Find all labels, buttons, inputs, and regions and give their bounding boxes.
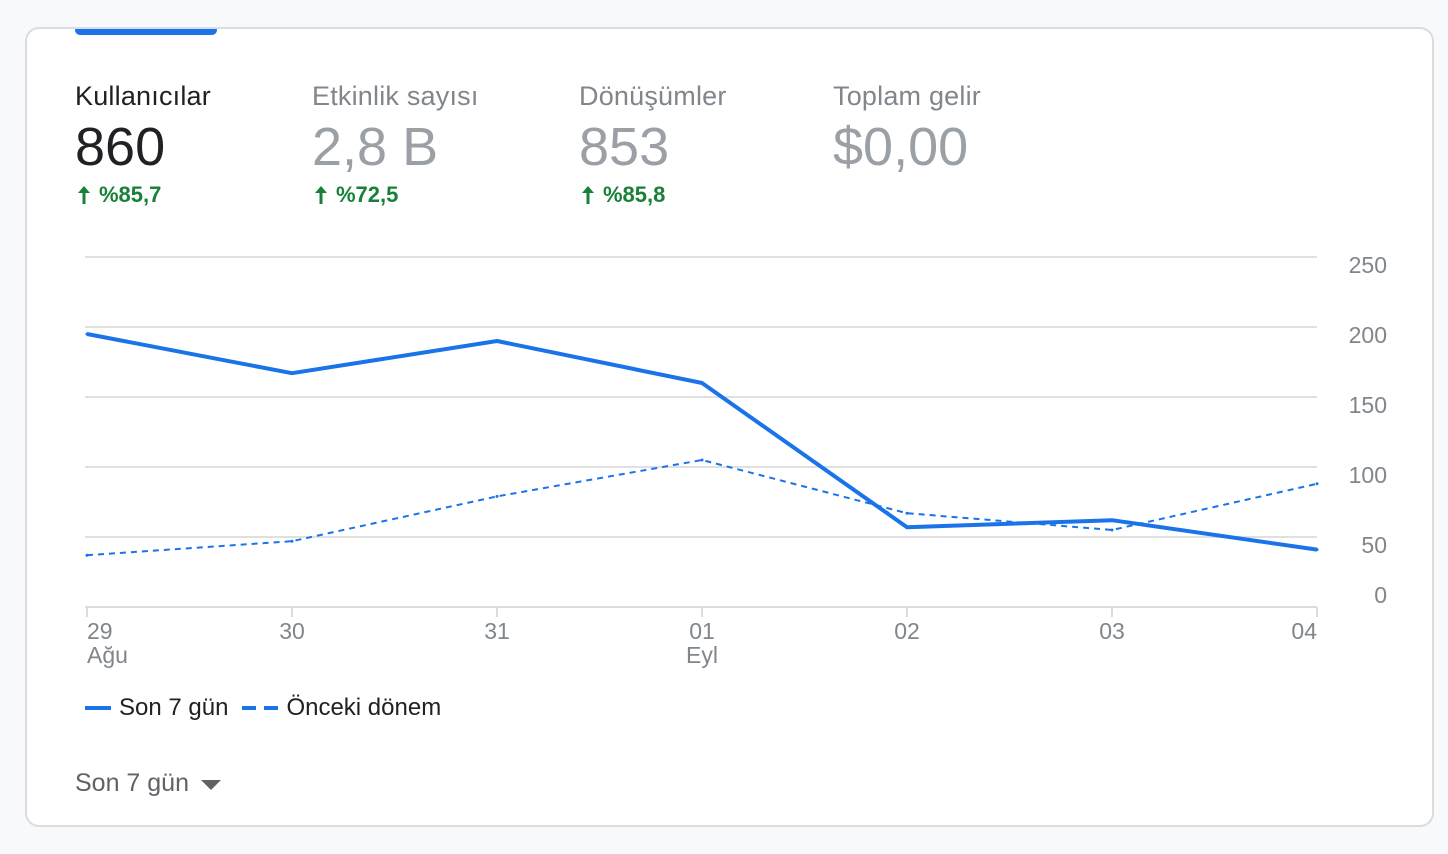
metric-value: 860: [75, 117, 166, 177]
metric-change: %85,8: [579, 182, 727, 208]
metric-value: $0,00: [833, 117, 969, 177]
data-point-previous: [905, 511, 909, 515]
metric-change-value: %85,8: [603, 182, 666, 207]
x-tick-label: 29: [87, 618, 113, 644]
y-tick-label: 200: [1349, 322, 1387, 348]
metric-label: Kullanıcılar: [75, 81, 211, 111]
data-point-previous: [290, 539, 294, 543]
active-tab-indicator: [75, 29, 217, 35]
x-tick-label: 31: [484, 618, 510, 644]
metric-tab-users[interactable]: Kullanıcılar 860 %85,7: [75, 81, 211, 208]
metric-tab-event-count[interactable]: Etkinlik sayısı 2,8 B %72,5: [312, 81, 479, 208]
data-point-current: [495, 339, 499, 343]
legend-item-previous: Önceki dönem: [242, 694, 441, 722]
x-tick-sublabel: Eyl: [686, 642, 718, 668]
data-point-current: [1315, 548, 1319, 552]
metric-label: Dönüşümler: [579, 81, 727, 111]
metric-tab-conversions[interactable]: Dönüşümler 853 %85,8: [579, 81, 727, 208]
arrow-up-icon: [582, 186, 594, 204]
date-range-dropdown[interactable]: Son 7 gün: [75, 769, 221, 798]
y-tick-label: 0: [1374, 582, 1387, 608]
data-point-previous: [1315, 482, 1319, 486]
data-point-previous: [495, 494, 499, 498]
x-tick-label: 02: [894, 618, 920, 644]
metric-change: %72,5: [312, 182, 479, 208]
metric-change: %85,7: [75, 182, 211, 208]
y-tick-label: 50: [1361, 532, 1387, 558]
date-range-label: Son 7 gün: [75, 769, 189, 797]
data-point-previous: [1110, 528, 1114, 532]
data-point-current: [905, 525, 909, 529]
y-tick-label: 100: [1349, 462, 1387, 488]
arrow-up-icon: [78, 186, 90, 204]
metric-change-value: %72,5: [336, 182, 399, 207]
legend-label-previous: Önceki dönem: [286, 694, 442, 721]
legend-solid-line: [85, 706, 111, 710]
y-tick-label: 150: [1349, 392, 1387, 418]
x-tick-sublabel: Ağu: [87, 642, 128, 668]
arrow-up-icon: [315, 186, 327, 204]
x-tick-label: 30: [279, 618, 305, 644]
data-point-previous: [700, 458, 704, 462]
x-tick-label: 04: [1291, 618, 1317, 644]
data-point-current: [700, 381, 704, 385]
caret-down-icon: [201, 779, 221, 790]
series-line-previous: [86, 459, 1318, 557]
users-overview-card: Kullanıcılar 860 %85,7 Etkinlik sayısı 2…: [25, 27, 1434, 827]
series-line-current: [86, 332, 1318, 552]
data-point-previous: [85, 553, 89, 557]
data-point-current: [290, 371, 294, 375]
x-tick-label: 03: [1099, 618, 1125, 644]
metric-label: Toplam gelir: [833, 81, 981, 111]
metric-value: 2,8 B: [312, 117, 439, 177]
data-point-current: [1110, 518, 1114, 522]
metric-label: Etkinlik sayısı: [312, 81, 479, 111]
y-tick-label: 250: [1349, 252, 1387, 278]
legend-label-current: Son 7 gün: [119, 694, 229, 721]
legend-item-current: Son 7 gün: [85, 694, 228, 722]
metric-value: 853: [579, 117, 670, 177]
metric-change-value: %85,7: [99, 182, 162, 207]
data-point-current: [85, 332, 89, 336]
x-tick-label: 01: [689, 618, 715, 644]
metric-tab-total-revenue[interactable]: Toplam gelir $0,00: [833, 81, 981, 178]
chart-legend: Son 7 gün Önceki dönem: [85, 694, 455, 722]
legend-dashed-line: [242, 706, 279, 710]
